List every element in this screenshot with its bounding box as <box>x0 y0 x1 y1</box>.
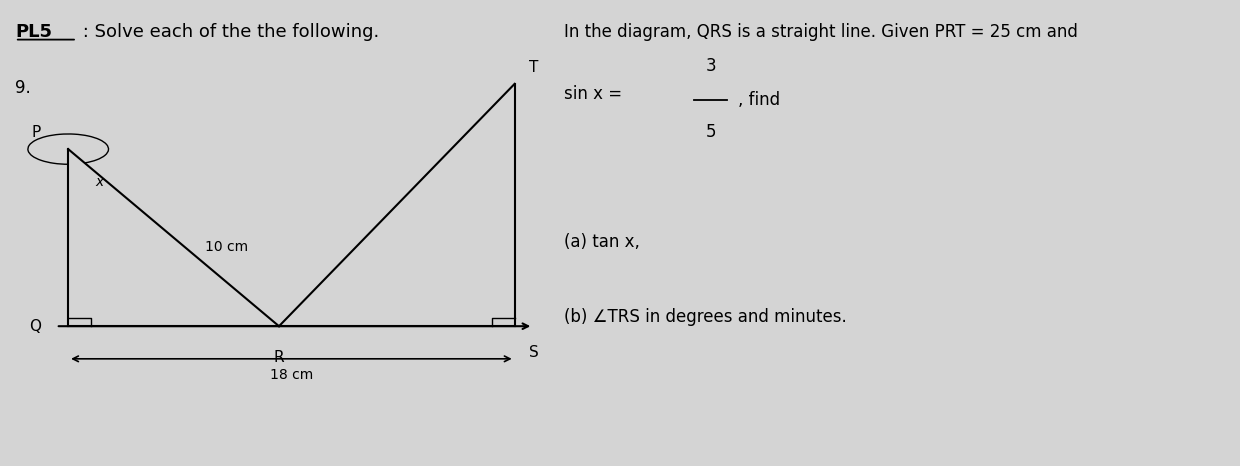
Text: PL5: PL5 <box>15 23 52 41</box>
Text: 5: 5 <box>706 123 715 142</box>
Text: P: P <box>32 125 41 140</box>
Text: : Solve each of the the following.: : Solve each of the the following. <box>77 23 379 41</box>
Text: sin x =: sin x = <box>564 84 627 103</box>
Text: , find: , find <box>738 91 780 109</box>
Text: 10 cm: 10 cm <box>205 240 248 254</box>
Text: R: R <box>274 350 284 364</box>
Text: (a) tan x,: (a) tan x, <box>564 233 640 251</box>
Text: In the diagram, QRS is a straight line. Given PRT = 25 cm and: In the diagram, QRS is a straight line. … <box>564 23 1078 41</box>
Text: 9.: 9. <box>15 79 31 97</box>
Text: x: x <box>95 175 104 189</box>
Text: 3: 3 <box>706 56 715 75</box>
Text: Q: Q <box>29 319 41 334</box>
Text: S: S <box>529 345 539 360</box>
Text: (b) ∠TRS in degrees and minutes.: (b) ∠TRS in degrees and minutes. <box>564 308 847 326</box>
Text: T: T <box>529 60 539 75</box>
Text: 18 cm: 18 cm <box>270 368 312 382</box>
